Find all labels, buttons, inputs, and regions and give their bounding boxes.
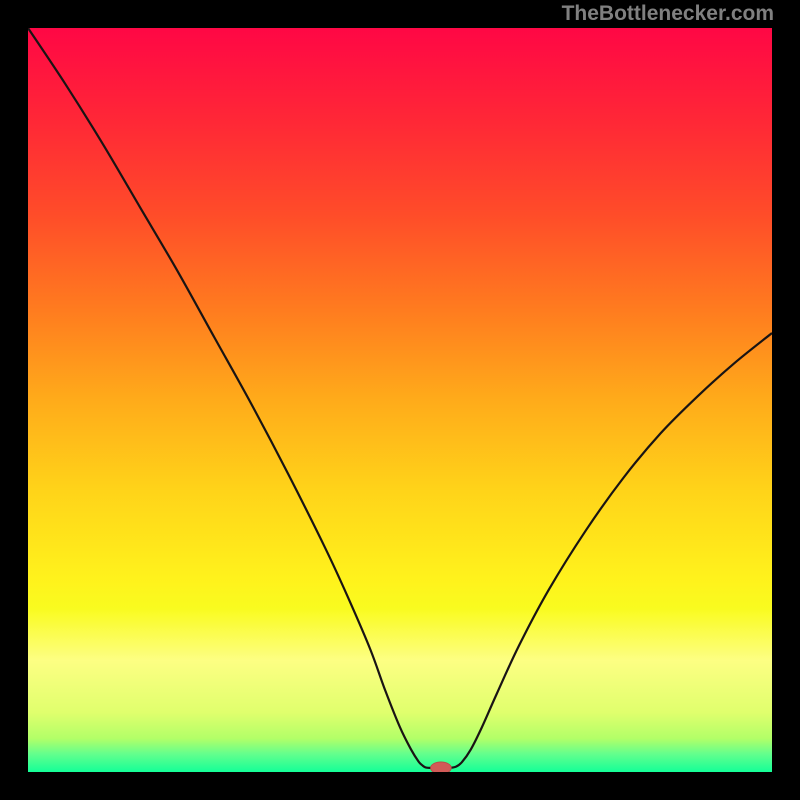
watermark-text: TheBottlenecker.com <box>562 2 774 26</box>
curve-layer <box>28 28 772 772</box>
bottleneck-curve <box>28 28 772 768</box>
plot-area <box>28 28 772 772</box>
minimum-marker <box>431 762 452 772</box>
chart-container: TheBottlenecker.com <box>0 0 800 800</box>
